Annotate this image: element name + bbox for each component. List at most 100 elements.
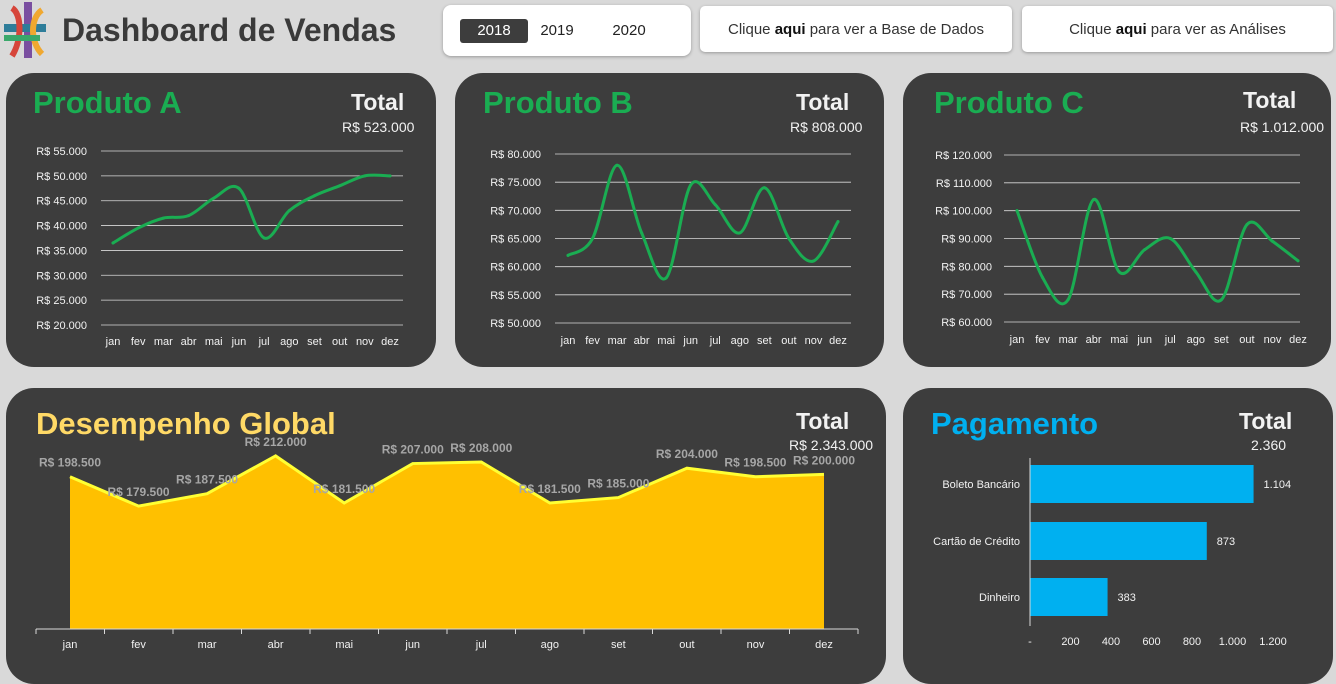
produto-b-x-tick-label: nov xyxy=(805,335,823,347)
header: Dashboard de Vendas 2018 2019 2020 Cliqu… xyxy=(0,0,1336,62)
logo-icon xyxy=(4,2,46,58)
analysis-link-pre: Clique xyxy=(1069,20,1116,38)
pagamento-x-tick-label: 800 xyxy=(1183,636,1201,648)
database-link-post: para ver a Base de Dados xyxy=(805,20,984,38)
pagamento-bar xyxy=(1030,465,1254,503)
produto-a-data-point xyxy=(111,241,115,245)
desempenho-x-tick-label: nov xyxy=(747,639,765,651)
produto-c-chart: R$ 60.000 R$ 70.000 R$ 80.000 R$ 90.000 R$ 1… xyxy=(935,150,1307,346)
produto-c-x-tick-label: abr xyxy=(1086,334,1102,346)
desempenho-data-label: R$ 200.000 xyxy=(793,453,855,467)
produto-c-total-value: R$ 1.012.000 xyxy=(1240,119,1325,135)
pagamento-category-label: Dinheiro xyxy=(979,592,1020,604)
produto-a-x-tick-label: jun xyxy=(231,336,247,348)
pagamento-x-tick-label: 1.200 xyxy=(1259,636,1287,648)
produto-c-data-point xyxy=(1219,298,1223,302)
produto-b-x-tick-label: mar xyxy=(608,335,627,347)
produto-a-data-point xyxy=(136,226,140,230)
analysis-link-post: para ver as Análises xyxy=(1146,20,1286,38)
database-link-pre: Clique xyxy=(728,20,775,38)
produto-b-x-tick-label: mai xyxy=(657,335,675,347)
pagamento-data-label: 873 xyxy=(1217,536,1235,548)
produto-a-x-tick-label: dez xyxy=(381,336,399,348)
produto-a-x-tick-label: ago xyxy=(280,336,298,348)
desempenho-x-tick-label: jul xyxy=(475,639,487,651)
produto-c-x-tick-label: jan xyxy=(1009,334,1025,346)
produto-a-y-tick-label: R$ 25.000 xyxy=(36,295,87,307)
year-filter: 2018 2019 2020 xyxy=(443,5,691,56)
produto-b-x-tick-label: jan xyxy=(560,335,576,347)
produto-a-data-point xyxy=(287,209,291,213)
produto-c-x-tick-label: set xyxy=(1214,334,1229,346)
produto-c-y-tick-label: R$ 90.000 xyxy=(941,234,992,246)
produto-c-data-point xyxy=(1092,198,1096,202)
produto-a-x-tick-label: abr xyxy=(181,336,197,348)
desempenho-x-tick-label: set xyxy=(611,639,626,651)
produto-c-series-line xyxy=(1015,198,1300,306)
produto-a-data-point xyxy=(212,196,216,200)
desempenho-x-tick-label: ago xyxy=(541,639,559,651)
pagamento-x-tick-label: 1.000 xyxy=(1219,636,1247,648)
produto-b-total-value: R$ 808.000 xyxy=(790,119,863,135)
produto-b-x-tick-label: ago xyxy=(731,335,749,347)
pagamento-total-value: 2.360 xyxy=(1251,437,1287,453)
produto-c-x-tick-label: mar xyxy=(1059,334,1078,346)
produto-c-data-point xyxy=(1245,223,1249,227)
produto-b-data-point xyxy=(738,231,742,235)
desempenho-data-label: R$ 207.000 xyxy=(382,443,444,457)
desempenho-x-tick-label: abr xyxy=(268,639,284,651)
database-link-button[interactable]: Clique aqui para ver a Base de Dados xyxy=(700,6,1012,52)
produto-c-data-point xyxy=(1296,259,1300,263)
produto-a-y-tick-label: R$ 55.000 xyxy=(36,146,87,158)
produto-a-data-point xyxy=(161,216,165,220)
produto-b-x-tick-label: abr xyxy=(634,335,650,347)
produto-a-x-tick-label: set xyxy=(307,336,322,348)
year-2018-button[interactable]: 2018 xyxy=(460,19,528,43)
desempenho-x-tick-label: out xyxy=(679,639,694,651)
pagamento-bar xyxy=(1030,522,1207,560)
analysis-link-bold: aqui xyxy=(1115,20,1147,38)
desempenho-data-label: R$ 187.500 xyxy=(176,473,238,487)
desempenho-total-value: R$ 2.343.000 xyxy=(789,437,874,453)
produto-a-x-tick-label: fev xyxy=(131,336,146,348)
produto-b-data-point xyxy=(566,253,570,257)
desempenho-x-tick-label: fev xyxy=(131,639,146,651)
produto-b-data-point xyxy=(640,231,644,235)
produto-a-y-tick-label: R$ 40.000 xyxy=(36,221,87,233)
produto-b-x-tick-label: dez xyxy=(829,335,847,347)
desempenho-series-line xyxy=(69,454,825,508)
produto-b-data-point xyxy=(713,203,717,207)
produto-a-data-point xyxy=(237,186,241,190)
produto-a-data-point xyxy=(388,174,392,178)
year-2019-button[interactable]: 2019 xyxy=(540,22,574,39)
pagamento-title: Pagamento xyxy=(931,406,1099,441)
produto-b-y-tick-label: R$ 75.000 xyxy=(490,177,541,189)
produto-a-x-tick-label: nov xyxy=(356,336,374,348)
desempenho-data-label: R$ 181.500 xyxy=(519,482,581,496)
produto-a-title: Produto A xyxy=(33,85,182,120)
pagamento-bar xyxy=(1030,578,1108,616)
database-link-bold: aqui xyxy=(774,20,806,38)
produto-a-total-value: R$ 523.000 xyxy=(342,119,415,135)
analysis-link-button[interactable]: Clique aqui para ver as Análises xyxy=(1022,6,1333,52)
pagamento-data-label: 383 xyxy=(1118,592,1136,604)
desempenho-x-tick-label: dez xyxy=(815,639,833,651)
produto-a-y-tick-label: R$ 50.000 xyxy=(36,171,87,183)
pagamento-x-tick-label: 400 xyxy=(1102,636,1120,648)
desempenho-total-label: Total xyxy=(796,408,850,434)
produto-b-data-point xyxy=(664,276,668,280)
produto-c-x-tick-label: out xyxy=(1239,334,1254,346)
produto-c-x-tick-label: fev xyxy=(1035,334,1050,346)
page-title: Dashboard de Vendas xyxy=(62,12,397,48)
year-2020-button[interactable]: 2020 xyxy=(612,22,646,39)
produto-b-chart: R$ 50.000 R$ 55.000 R$ 60.000 R$ 65.000 R$ 7… xyxy=(490,149,851,347)
pagamento-data-label: 1.104 xyxy=(1264,479,1292,491)
produto-b-data-point xyxy=(762,186,766,190)
produto-c-x-tick-label: jun xyxy=(1136,334,1152,346)
produto-b-card: Produto B Total R$ 808.000 R$ 50.000 R$ 5… xyxy=(455,73,884,367)
desempenho-data-label: R$ 208.000 xyxy=(450,441,512,455)
pagamento-x-tick-label: 600 xyxy=(1142,636,1160,648)
desempenho-x-tick-label: mai xyxy=(335,639,353,651)
desempenho-x-tick-label: mar xyxy=(198,639,217,651)
produto-c-y-tick-label: R$ 60.000 xyxy=(941,317,992,329)
